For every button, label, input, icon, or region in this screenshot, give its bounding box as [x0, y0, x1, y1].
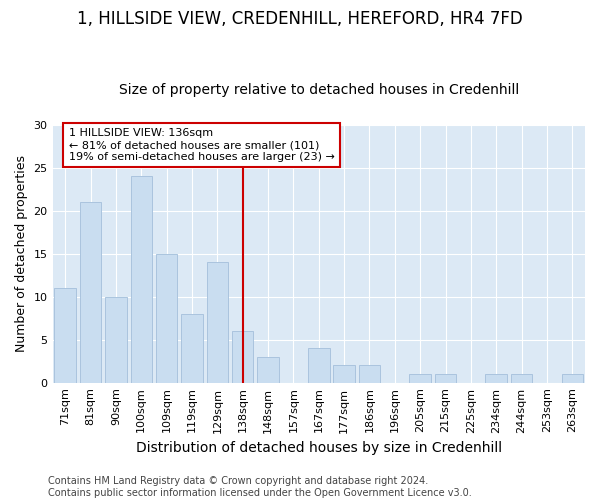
- Bar: [232, 331, 253, 382]
- Bar: [206, 262, 228, 382]
- Bar: [308, 348, 329, 382]
- Text: Contains HM Land Registry data © Crown copyright and database right 2024.
Contai: Contains HM Land Registry data © Crown c…: [48, 476, 472, 498]
- Bar: [80, 202, 101, 382]
- Y-axis label: Number of detached properties: Number of detached properties: [15, 155, 28, 352]
- Bar: [409, 374, 431, 382]
- Bar: [131, 176, 152, 382]
- Text: 1, HILLSIDE VIEW, CREDENHILL, HEREFORD, HR4 7FD: 1, HILLSIDE VIEW, CREDENHILL, HEREFORD, …: [77, 10, 523, 28]
- Bar: [334, 366, 355, 382]
- Bar: [359, 366, 380, 382]
- Bar: [105, 296, 127, 382]
- Title: Size of property relative to detached houses in Credenhill: Size of property relative to detached ho…: [119, 83, 519, 97]
- Bar: [156, 254, 178, 382]
- Bar: [562, 374, 583, 382]
- Bar: [435, 374, 457, 382]
- Bar: [257, 357, 279, 382]
- X-axis label: Distribution of detached houses by size in Credenhill: Distribution of detached houses by size …: [136, 441, 502, 455]
- Bar: [511, 374, 532, 382]
- Text: 1 HILLSIDE VIEW: 136sqm
← 81% of detached houses are smaller (101)
19% of semi-d: 1 HILLSIDE VIEW: 136sqm ← 81% of detache…: [68, 128, 334, 162]
- Bar: [55, 288, 76, 382]
- Bar: [181, 314, 203, 382]
- Bar: [485, 374, 507, 382]
